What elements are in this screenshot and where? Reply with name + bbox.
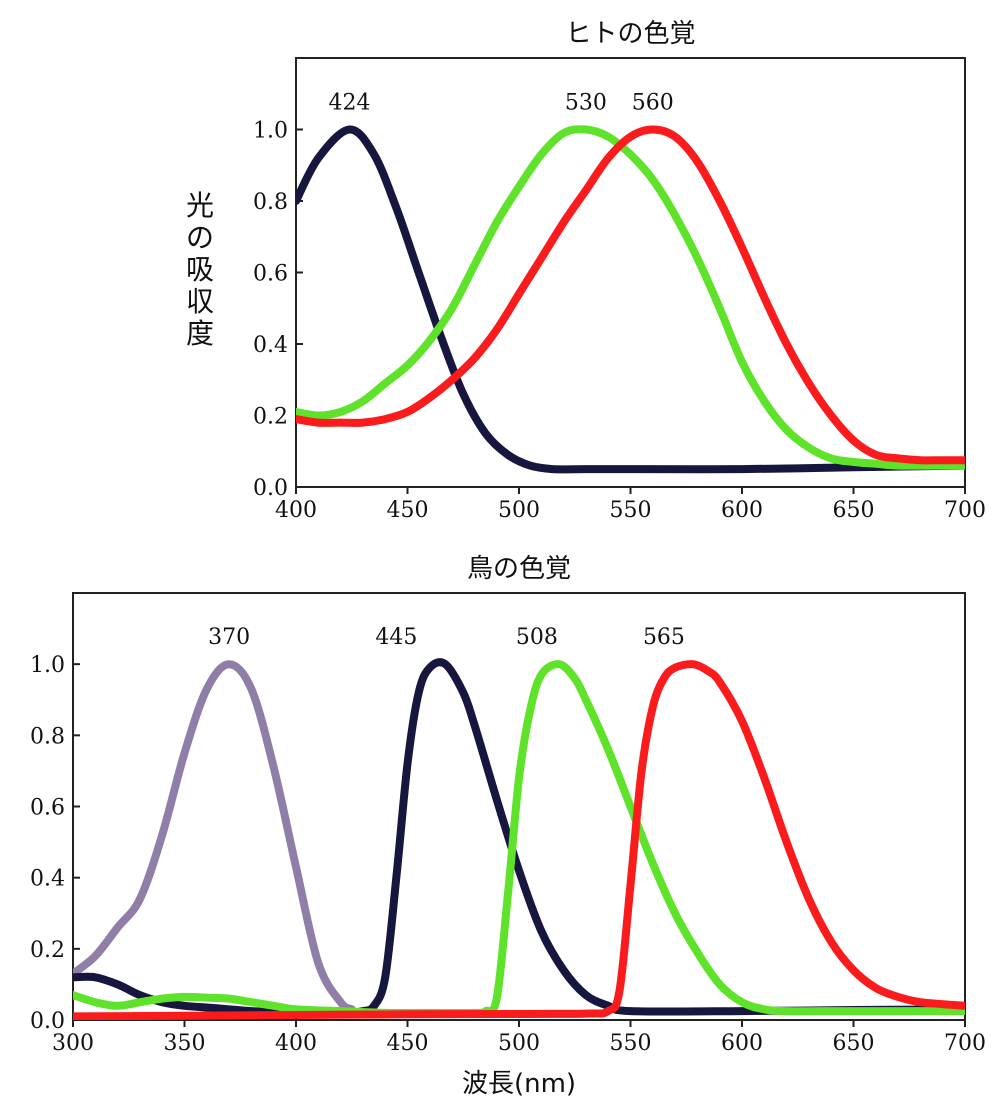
y-tick-label: 0.0 xyxy=(30,1009,65,1034)
x-tick-label: 400 xyxy=(275,1031,317,1056)
series-line-370 xyxy=(73,660,356,1014)
series-line-445 xyxy=(73,658,965,1018)
x-tick-label: 700 xyxy=(944,498,986,523)
peak-label-560: 560 xyxy=(632,91,674,116)
y-tick-label: 0.8 xyxy=(30,724,65,749)
plot-frame xyxy=(295,57,966,488)
y-tick-label: 0.6 xyxy=(30,796,65,821)
series-line-565 xyxy=(73,660,965,1020)
x-tick-label: 400 xyxy=(275,498,317,523)
peak-label-370: 370 xyxy=(208,625,250,650)
y-tick-label: 0.2 xyxy=(30,938,65,963)
y-tick-label: 0.2 xyxy=(253,405,288,430)
x-tick-label: 450 xyxy=(387,1031,429,1056)
human-vision-chart: ヒトの色覚 0.0 0.2 0.4 0.6 0.8 1.0 400 450 500 550 600 65… xyxy=(186,19,986,523)
y-tick-label: 1.0 xyxy=(253,119,288,144)
x-tick-label: 500 xyxy=(498,498,540,523)
peak-label-424: 424 xyxy=(329,91,371,116)
peak-label-565: 565 xyxy=(643,625,685,650)
x-tick-label: 700 xyxy=(944,1031,986,1056)
peak-label-508: 508 xyxy=(516,625,558,650)
series-line-508 xyxy=(73,660,965,1018)
y-tick-label: 0.4 xyxy=(253,333,288,358)
chart-title: ヒトの色覚 xyxy=(565,19,695,49)
chart-title: 鳥の色覚 xyxy=(467,554,571,584)
x-axis-label: 波長(nm) xyxy=(462,1069,576,1099)
series-line-424 xyxy=(296,125,965,474)
x-tick-label: 500 xyxy=(498,1031,540,1056)
x-tick-label: 350 xyxy=(164,1031,206,1056)
x-tick-label: 550 xyxy=(610,1031,652,1056)
y-tick-label: 0.8 xyxy=(253,190,288,215)
x-tick-label: 650 xyxy=(833,1031,875,1056)
x-tick-label: 600 xyxy=(721,498,763,523)
x-tick-label: 600 xyxy=(721,1031,763,1056)
x-tick-label: 550 xyxy=(610,498,652,523)
y-tick-label: 0.0 xyxy=(253,476,288,501)
series-line-560 xyxy=(296,125,965,465)
peak-label-445: 445 xyxy=(375,625,417,650)
x-tick-label: 650 xyxy=(833,498,875,523)
bird-vision-chart: 鳥の色覚 0.0 0.2 0.4 0.6 0.8 1.0 300 350 400 450 500 550… xyxy=(30,554,986,1099)
y-tick-label: 0.4 xyxy=(30,867,65,892)
y-tick-label: 1.0 xyxy=(30,653,65,678)
x-tick-label: 450 xyxy=(387,498,429,523)
peak-label-530: 530 xyxy=(565,91,607,116)
x-tick-label: 300 xyxy=(52,1031,94,1056)
y-tick-label: 0.6 xyxy=(253,262,288,287)
y-axis-label: 光の吸収度 xyxy=(186,189,214,350)
